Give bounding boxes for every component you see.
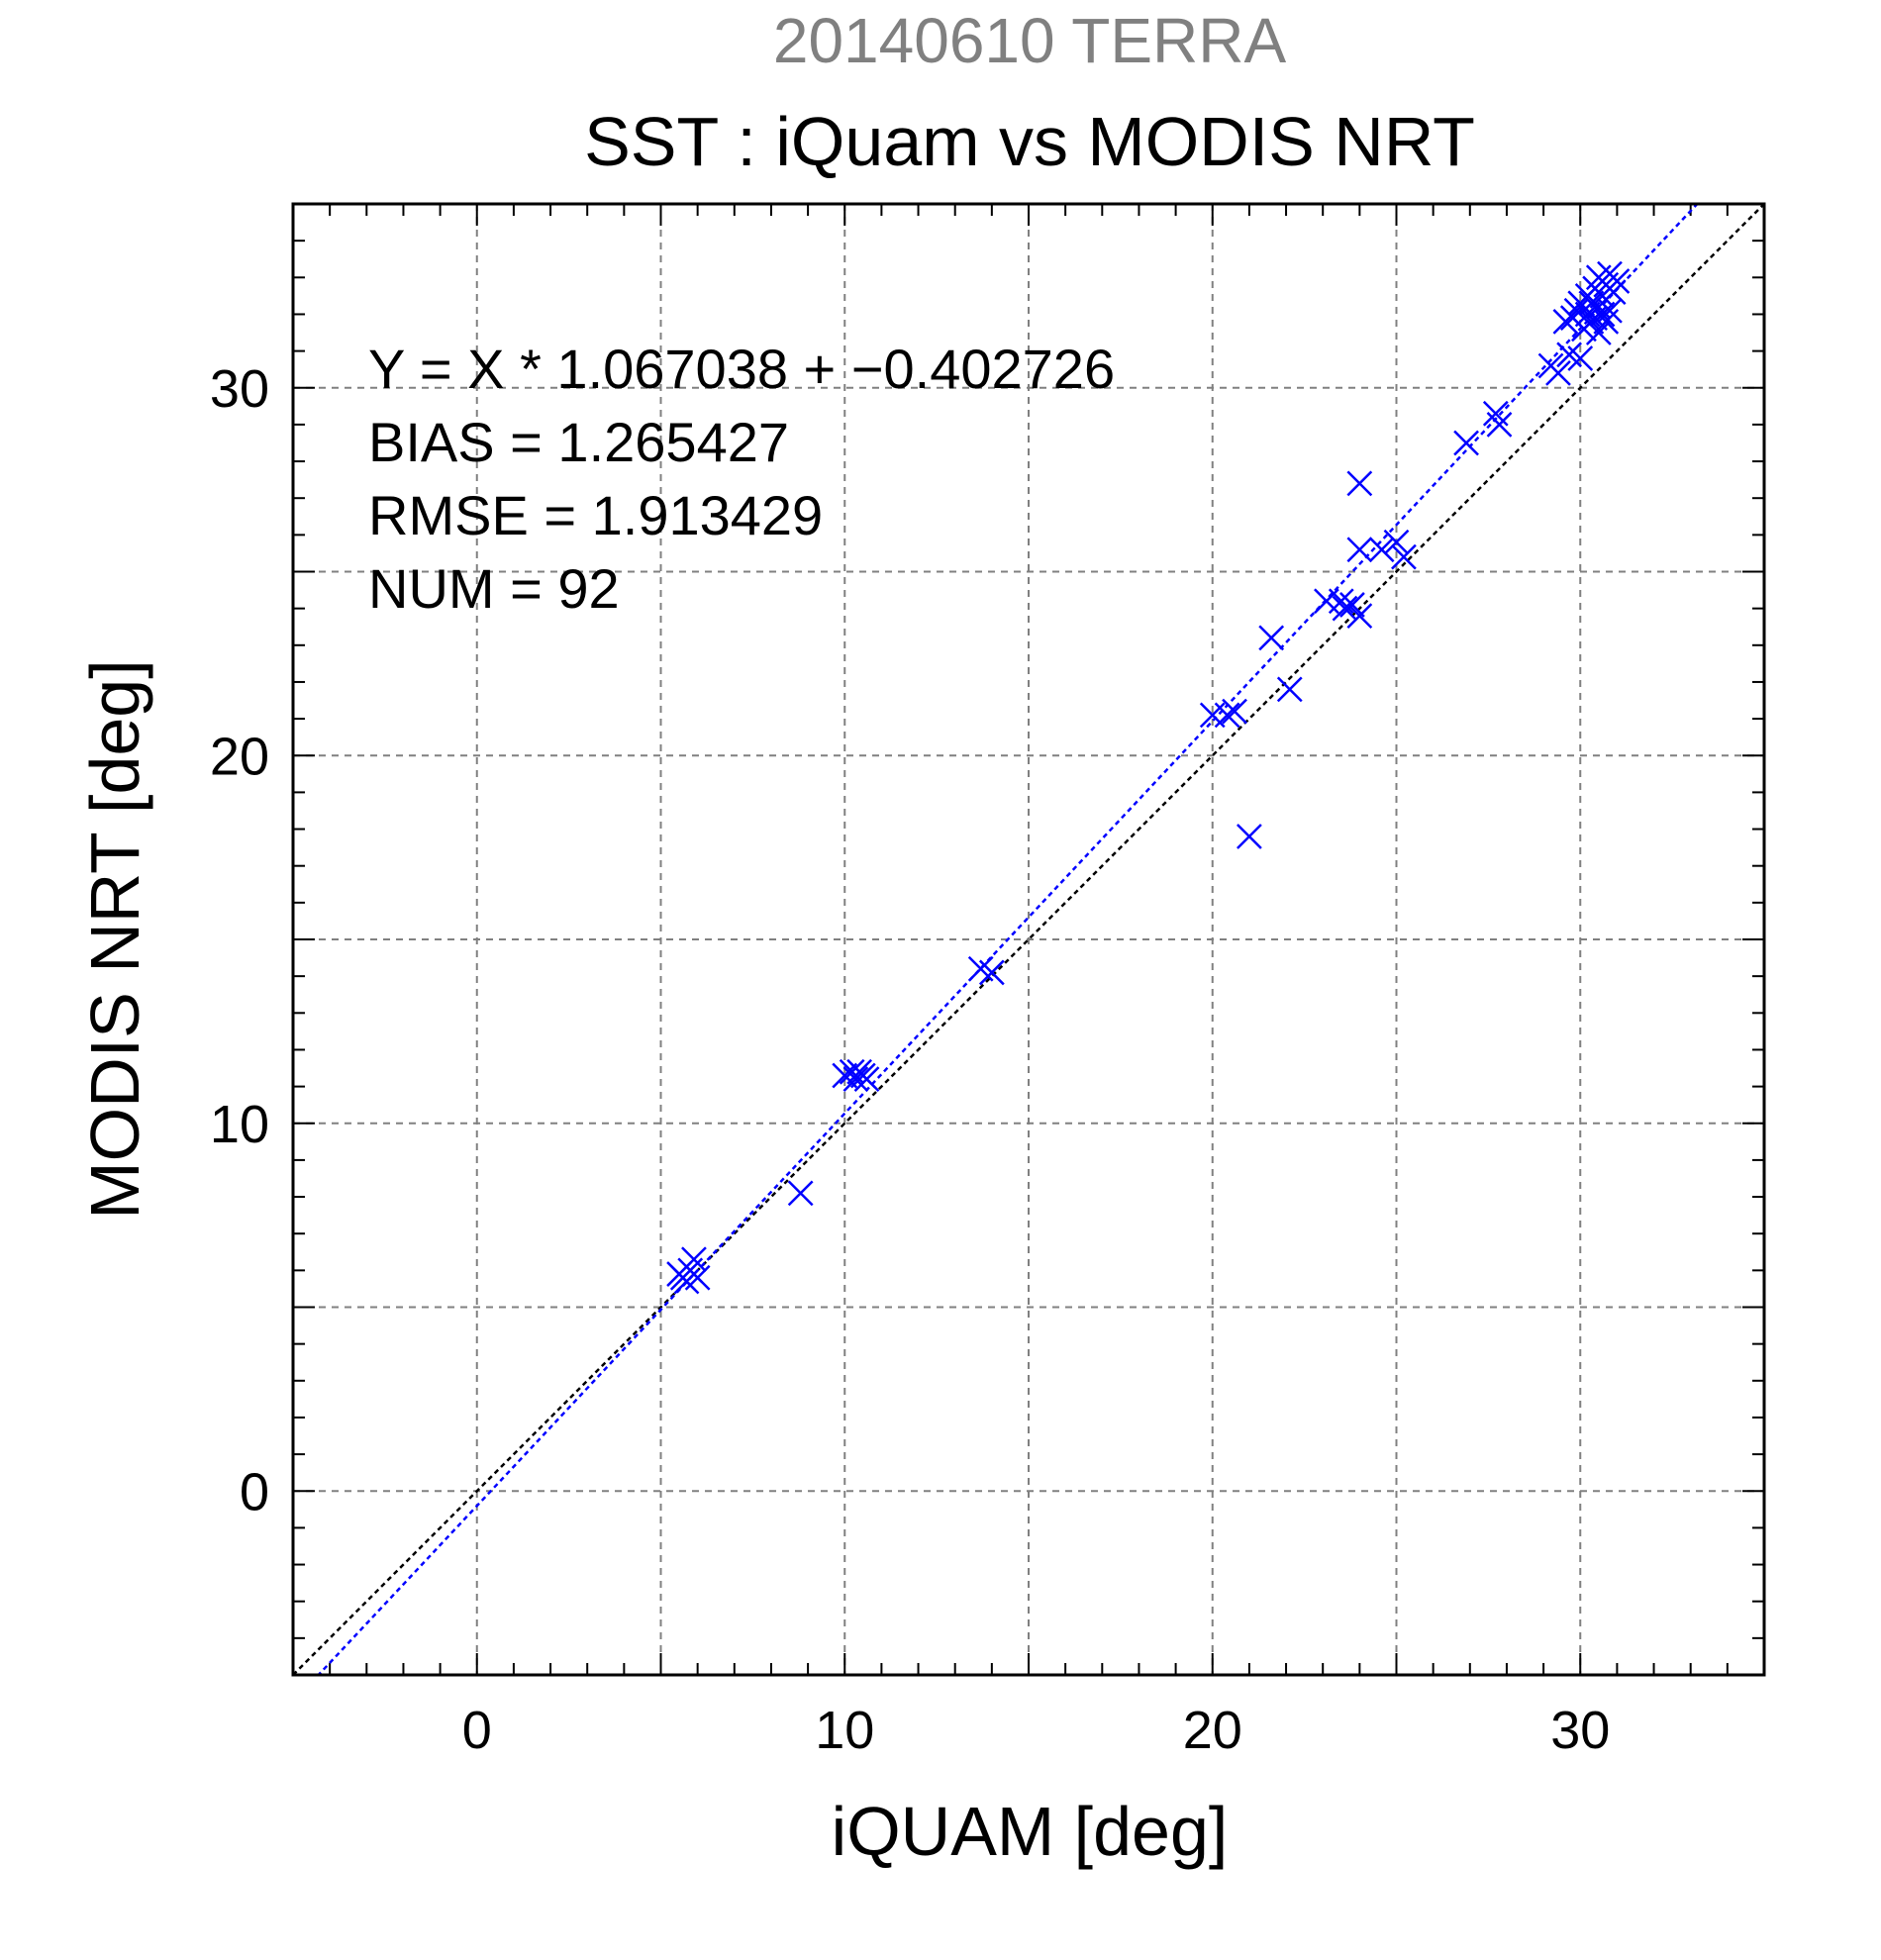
data-point: [1332, 595, 1358, 622]
y-axis-label: MODIS NRT [deg]: [76, 659, 153, 1219]
minor-ticks: [293, 204, 1764, 1675]
data-points: [666, 260, 1631, 1295]
data-point: [1567, 345, 1594, 371]
x-tick-label: 20: [1183, 1701, 1242, 1760]
grid-lines: [293, 204, 1764, 1675]
data-point: [1589, 301, 1616, 328]
fit-equation-text: Y = X * 1.067038 + −0.402726: [368, 338, 1115, 400]
y-tick-label: 10: [210, 1095, 269, 1154]
fit-line: [316, 204, 1700, 1675]
bias-text: BIAS = 1.265427: [368, 411, 789, 473]
data-point: [1214, 702, 1240, 729]
data-point: [853, 1066, 880, 1093]
data-point: [1368, 537, 1395, 563]
data-point: [1346, 537, 1373, 563]
data-point: [1314, 588, 1339, 615]
y-tick-label: 0: [240, 1462, 269, 1521]
data-point: [1346, 603, 1373, 629]
plot-frame: [291, 202, 1766, 1677]
data-point: [1339, 592, 1365, 618]
data-point: [1383, 529, 1410, 555]
y-tick-label: 20: [210, 727, 269, 786]
data-point: [1486, 412, 1513, 438]
data-point: [1391, 543, 1417, 570]
data-point: [978, 959, 1005, 986]
data-point: [842, 1066, 869, 1093]
chart-supertitle: 20140610 TERRA: [773, 5, 1287, 76]
data-point: [1453, 430, 1479, 456]
y-tick-label: 30: [210, 359, 269, 419]
reference-lines: [293, 204, 1764, 1675]
stats-annotation: Y = X * 1.067038 + −0.402726 BIAS = 1.26…: [368, 338, 1115, 620]
x-tick-label: 30: [1550, 1701, 1610, 1760]
data-point: [1346, 470, 1373, 497]
x-axis-label: iQUAM [deg]: [832, 1793, 1229, 1870]
y-tick-labels: 0 10 20 30: [210, 359, 269, 1522]
data-point: [1276, 676, 1303, 703]
num-text: NUM = 92: [368, 557, 620, 620]
data-point: [1237, 824, 1262, 849]
x-tick-labels: 0 10 20 30: [462, 1701, 1611, 1760]
data-point: [684, 1264, 711, 1291]
x-tick-label: 10: [815, 1701, 874, 1760]
data-point: [1604, 268, 1631, 294]
x-tick-label: 0: [462, 1701, 492, 1760]
rmse-text: RMSE = 1.913429: [368, 484, 823, 546]
data-point: [1258, 625, 1285, 651]
data-point: [1222, 698, 1247, 725]
data-point: [1545, 360, 1571, 386]
data-point: [787, 1180, 814, 1207]
chart-title: SST : iQuam vs MODIS NRT: [584, 103, 1475, 180]
